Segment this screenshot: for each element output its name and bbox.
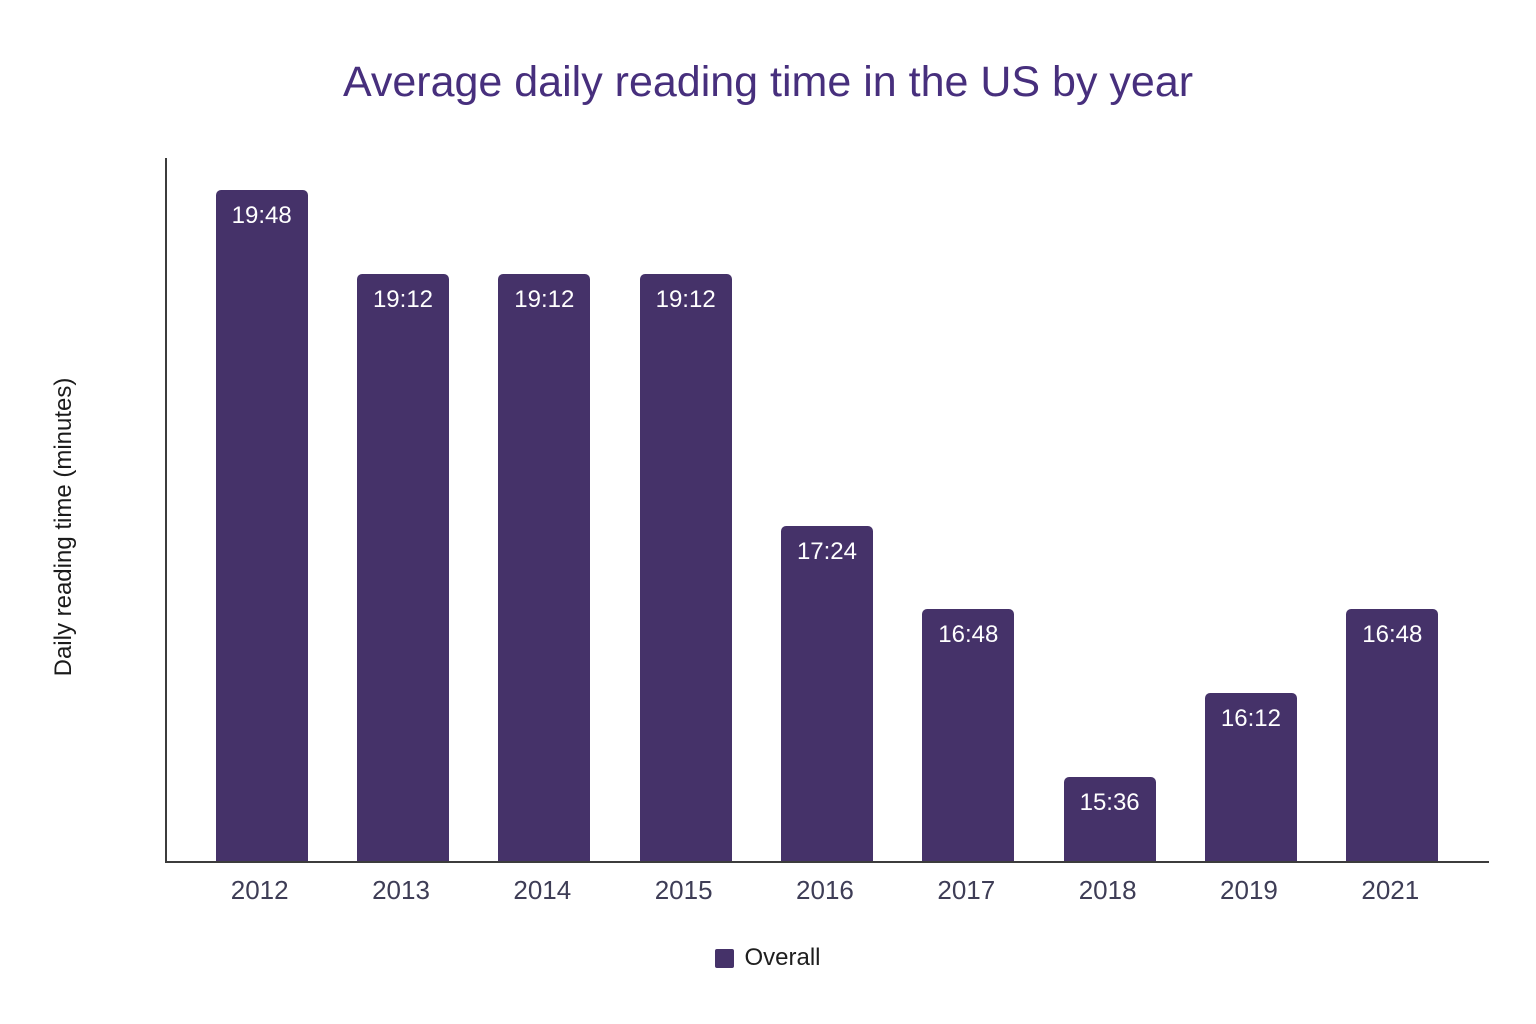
x-axis-label-2019: 2019 <box>1220 875 1278 905</box>
bar-2017: 16:48 <box>922 609 1015 861</box>
bar-value-label: 16:48 <box>938 621 999 649</box>
bar-slot: 19:12 <box>474 158 615 861</box>
bar-value-label: 19:12 <box>372 286 434 313</box>
bar-slot: 19:48 <box>191 158 332 861</box>
bar-value-label: 17:24 <box>796 537 857 565</box>
y-axis-title: Daily reading time (minutes) <box>50 377 77 677</box>
x-axis-label-2013: 2013 <box>372 875 430 905</box>
x-axis-label-2021: 2021 <box>1361 875 1420 905</box>
legend-label: Overall <box>744 944 821 971</box>
bar-2018: 15:36 <box>1063 777 1156 861</box>
bar-2015: 19:12 <box>639 274 732 861</box>
chart-title: Average daily reading time in the US by … <box>342 58 1194 106</box>
bar-value-label: 15:36 <box>1079 789 1140 817</box>
x-axis-label-2017: 2017 <box>937 875 996 905</box>
bar-value-label: 16:12 <box>1220 705 1281 733</box>
bar-slot: 16:48 <box>898 158 1039 861</box>
bar-value-label: 19:12 <box>655 286 716 313</box>
x-axis-label-2018: 2018 <box>1078 875 1137 905</box>
bar-slot: 19:12 <box>332 158 473 861</box>
bar-value-label: 19:48 <box>231 202 292 230</box>
bars-area: 19:48 19:12 19:12 19:12 17:24 16:48 15:36 16:12… <box>191 158 1463 861</box>
x-axis-label-2016: 2016 <box>796 875 854 905</box>
bar-2014: 19:12 <box>498 274 591 861</box>
legend: Overall <box>0 944 1536 972</box>
bar-2019: 16:12 <box>1204 693 1297 861</box>
x-axis-label-2015: 2015 <box>654 875 713 905</box>
bar-value-label: 16:48 <box>1362 621 1423 649</box>
x-axis-label-2014: 2014 <box>513 875 572 905</box>
x-axis-labels: 2012 2013 2014 2015 2016 2017 2018 2019 2021 <box>189 875 1461 906</box>
plot-area: 19:48 19:12 19:12 19:12 17:24 16:48 15:36 16:12… <box>165 158 1489 863</box>
x-axis-label-2012: 2012 <box>230 875 289 905</box>
bar-2016: 17:24 <box>780 525 873 861</box>
bar-2013: 19:12 <box>356 274 449 861</box>
bar-slot: 16:48 <box>1322 158 1463 861</box>
bar-slot: 17:24 <box>756 158 897 861</box>
bar-slot: 16:12 <box>1180 158 1321 861</box>
bar-2012: 19:48 <box>215 190 308 861</box>
bar-slot: 15:36 <box>1039 158 1180 861</box>
bar-slot: 19:12 <box>615 158 756 861</box>
bar-value-label: 19:12 <box>514 286 575 313</box>
legend-swatch-icon <box>715 948 735 968</box>
bar-2021: 16:48 <box>1346 609 1439 861</box>
